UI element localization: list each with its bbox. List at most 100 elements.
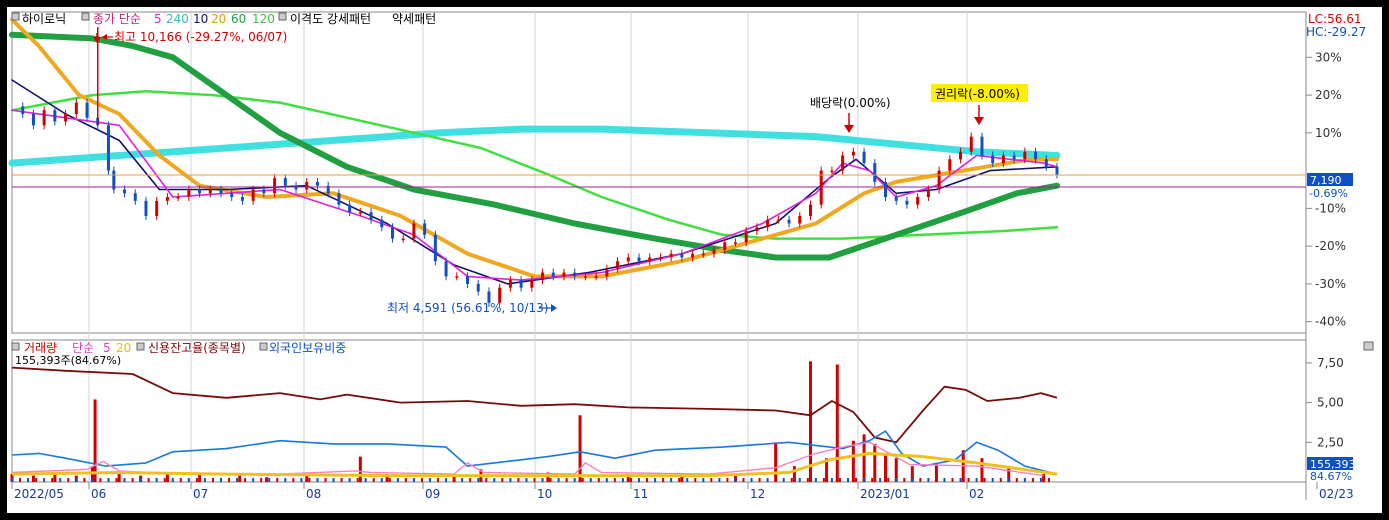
candle [830,170,834,173]
volume-bar [179,478,182,482]
x-tick-label: 12 [750,487,765,501]
candle [455,276,459,278]
legend-disparity: 이격도 강세패턴 [290,12,371,26]
volume-bar [252,478,255,482]
candle [337,193,341,205]
volume-bar [862,434,866,482]
candle [959,151,963,160]
volume-bar [308,478,311,482]
candle [283,178,287,186]
volume-bar [541,478,544,482]
candle [294,185,298,190]
volume-bar [1023,478,1026,482]
volume-bar [991,478,994,482]
candle [273,178,277,194]
volume-bar [903,478,906,482]
volume-bar [742,478,745,482]
volume-bar [147,478,150,482]
y-tick-label: 30% [1315,50,1342,64]
hc-label: HC:-29.27 [1306,25,1366,39]
volume-bar [284,478,287,482]
price-panel [11,11,1307,334]
candle [64,113,68,122]
volume-legend: 거래량 단순 5 20 신용잔고율(종목별) 외국인보유비중 155,393주(… [11,341,346,367]
candle [648,257,652,262]
volume-bar [822,478,825,482]
volume-bar [678,478,681,482]
candle [487,291,491,303]
volume-bar [855,478,858,482]
candle [358,212,362,214]
candle [466,276,470,284]
candle [701,253,705,256]
volume-bar [646,478,649,482]
volume-bar [686,478,689,482]
volume-bar [437,478,440,482]
candle [723,242,727,250]
y-tick-label: 20% [1315,88,1342,102]
candle [766,219,770,228]
candle [219,189,223,194]
candle [251,189,255,201]
candle [508,280,512,288]
candle [262,189,266,194]
volume-bar [935,478,938,482]
volume-bar [211,478,214,482]
volume-bar [292,478,295,482]
volume-bar [91,478,94,482]
legend-volume: 거래량 [24,341,57,355]
volume-bar [549,478,552,482]
volume-bar [501,478,504,482]
volume-bar [115,478,118,482]
volume-bar [385,474,389,482]
y-tick-label: 2,50 [1317,435,1344,449]
volume-bar [830,478,833,482]
volume-bar [814,478,817,482]
volume-bar [469,478,472,482]
volume-bar [613,478,616,482]
volume-bar [228,478,231,482]
volume-bar [75,478,78,482]
x-tick-label: 09 [425,487,440,501]
volume-bar [1031,478,1034,482]
candle [541,272,545,281]
volume-bar [662,478,665,482]
candle [106,125,110,171]
volume-bar [694,478,697,482]
candle [894,197,898,201]
volume-bar [265,477,269,482]
volume-bar [629,478,632,482]
last-price-box [1307,173,1353,186]
series-line-ma120 [10,90,1059,240]
panel-menu-button[interactable] [1363,341,1374,351]
candle [401,238,405,241]
legend-stock-name: 하이로닉 [22,12,66,26]
candle [755,227,759,232]
volume-bar [766,478,769,482]
x-tick-label: 02 [969,487,984,501]
volume-bar [871,478,874,482]
series-line-ma60 [9,31,1060,261]
y-tick-label: 7,50 [1317,356,1344,370]
candle [476,283,480,292]
volume-bar [220,478,222,482]
volume-bar [461,478,464,482]
volume-bar [557,478,560,482]
candle [133,193,137,201]
volume-box [1307,457,1353,470]
volume-bar [774,478,777,482]
legend-ma-label: 종가 단순 [93,12,141,26]
candle [916,197,920,205]
volume-bar [31,475,35,482]
volume-bar [388,478,391,482]
volume-bar [790,478,793,482]
candle [315,181,319,186]
foreign-pct-label: 84.67% [1310,470,1352,483]
volume-bar [873,443,877,482]
volume-bar [884,453,888,482]
volume-bar [533,478,536,482]
volume-bar [879,478,882,482]
volume-bar [1007,467,1011,482]
candle [787,219,791,224]
volume-bar [340,478,343,482]
